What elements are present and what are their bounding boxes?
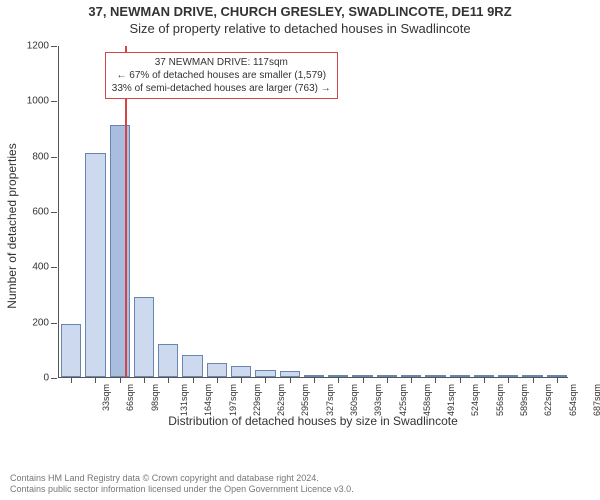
callout-line2: ← 67% of detached houses are smaller (1,… xyxy=(112,69,331,82)
y-tick-label: 600 xyxy=(32,207,49,218)
y-tick xyxy=(51,378,57,379)
y-tick xyxy=(51,267,57,268)
x-tick xyxy=(193,378,194,383)
x-tick xyxy=(168,378,169,383)
histogram-bar xyxy=(110,125,130,377)
y-tick-label: 1200 xyxy=(27,41,49,52)
x-tick xyxy=(290,378,291,383)
x-tick xyxy=(460,378,461,383)
x-tick-label: 66sqm xyxy=(125,384,135,411)
y-tick-label: 800 xyxy=(32,151,49,162)
histogram-bar xyxy=(401,375,421,377)
x-tick-label: 687sqm xyxy=(592,384,600,416)
x-tick-label: 556sqm xyxy=(495,384,505,416)
x-tick-label: 425sqm xyxy=(398,384,408,416)
x-tick-label: 360sqm xyxy=(349,384,359,416)
footer-attribution: Contains HM Land Registry data © Crown c… xyxy=(10,473,354,496)
x-tick xyxy=(387,378,388,383)
y-tick xyxy=(51,157,57,158)
x-tick xyxy=(95,378,96,383)
histogram-bar xyxy=(352,375,372,377)
histogram-bar xyxy=(328,375,348,377)
x-tick-label: 98sqm xyxy=(150,384,160,411)
x-tick xyxy=(241,378,242,383)
x-tick-label: 654sqm xyxy=(568,384,578,416)
x-tick-label: 164sqm xyxy=(203,384,213,416)
histogram-bar xyxy=(61,324,81,377)
x-tick xyxy=(71,378,72,383)
y-tick-label: 200 xyxy=(32,317,49,328)
histogram-bar xyxy=(231,366,251,377)
chart-title-address: 37, NEWMAN DRIVE, CHURCH GRESLEY, SWADLI… xyxy=(0,4,600,19)
x-tick-label: 458sqm xyxy=(422,384,432,416)
callout-box: 37 NEWMAN DRIVE: 117sqm ← 67% of detache… xyxy=(105,52,338,99)
histogram-bar xyxy=(474,375,494,377)
footer-line1: Contains HM Land Registry data © Crown c… xyxy=(10,473,354,485)
x-tick xyxy=(265,378,266,383)
x-tick xyxy=(144,378,145,383)
callout-line3: 33% of semi-detached houses are larger (… xyxy=(112,82,331,95)
histogram-bar xyxy=(377,375,397,377)
chart-subtitle: Size of property relative to detached ho… xyxy=(0,21,600,36)
x-tick xyxy=(508,378,509,383)
x-tick-label: 589sqm xyxy=(519,384,529,416)
histogram-bar xyxy=(280,371,300,377)
callout-line1: 37 NEWMAN DRIVE: 117sqm xyxy=(112,56,331,69)
x-tick-label: 197sqm xyxy=(228,384,238,416)
histogram-bar xyxy=(450,375,470,377)
x-tick-label: 524sqm xyxy=(470,384,480,416)
x-tick xyxy=(533,378,534,383)
x-tick xyxy=(557,378,558,383)
histogram-bar xyxy=(547,375,567,377)
histogram-bar xyxy=(85,153,105,377)
histogram-bar xyxy=(255,370,275,377)
y-tick xyxy=(51,101,57,102)
histogram-bar xyxy=(304,375,324,377)
histogram-bar xyxy=(207,363,227,377)
y-tick-label: 1000 xyxy=(27,96,49,107)
x-tick xyxy=(411,378,412,383)
x-tick-label: 229sqm xyxy=(252,384,262,416)
x-tick-label: 295sqm xyxy=(300,384,310,416)
histogram-chart: 37 NEWMAN DRIVE: 117sqm ← 67% of detache… xyxy=(58,46,568,406)
histogram-bar xyxy=(498,375,518,377)
x-tick xyxy=(217,378,218,383)
histogram-bar xyxy=(134,297,154,377)
x-tick-label: 131sqm xyxy=(179,384,189,416)
x-tick-label: 262sqm xyxy=(276,384,286,416)
histogram-bar xyxy=(522,375,542,377)
x-tick xyxy=(314,378,315,383)
x-tick-label: 327sqm xyxy=(325,384,335,416)
plot-area: 37 NEWMAN DRIVE: 117sqm ← 67% of detache… xyxy=(58,46,568,378)
x-axis-label: Distribution of detached houses by size … xyxy=(58,414,568,428)
x-tick-label: 622sqm xyxy=(543,384,553,416)
y-tick xyxy=(51,212,57,213)
y-tick-label: 400 xyxy=(32,262,49,273)
x-tick-label: 33sqm xyxy=(101,384,111,411)
x-tick-label: 491sqm xyxy=(446,384,456,416)
y-tick xyxy=(51,46,57,47)
x-tick xyxy=(120,378,121,383)
histogram-bar xyxy=(158,344,178,377)
histogram-bar xyxy=(182,355,202,377)
x-tick-label: 393sqm xyxy=(373,384,383,416)
y-tick-label: 0 xyxy=(43,373,49,384)
x-tick xyxy=(363,378,364,383)
footer-line2: Contains public sector information licen… xyxy=(10,484,354,496)
histogram-bar xyxy=(425,375,445,377)
x-tick xyxy=(435,378,436,383)
y-axis-label: Number of detached properties xyxy=(5,143,19,308)
x-tick xyxy=(338,378,339,383)
x-tick xyxy=(484,378,485,383)
y-tick xyxy=(51,323,57,324)
